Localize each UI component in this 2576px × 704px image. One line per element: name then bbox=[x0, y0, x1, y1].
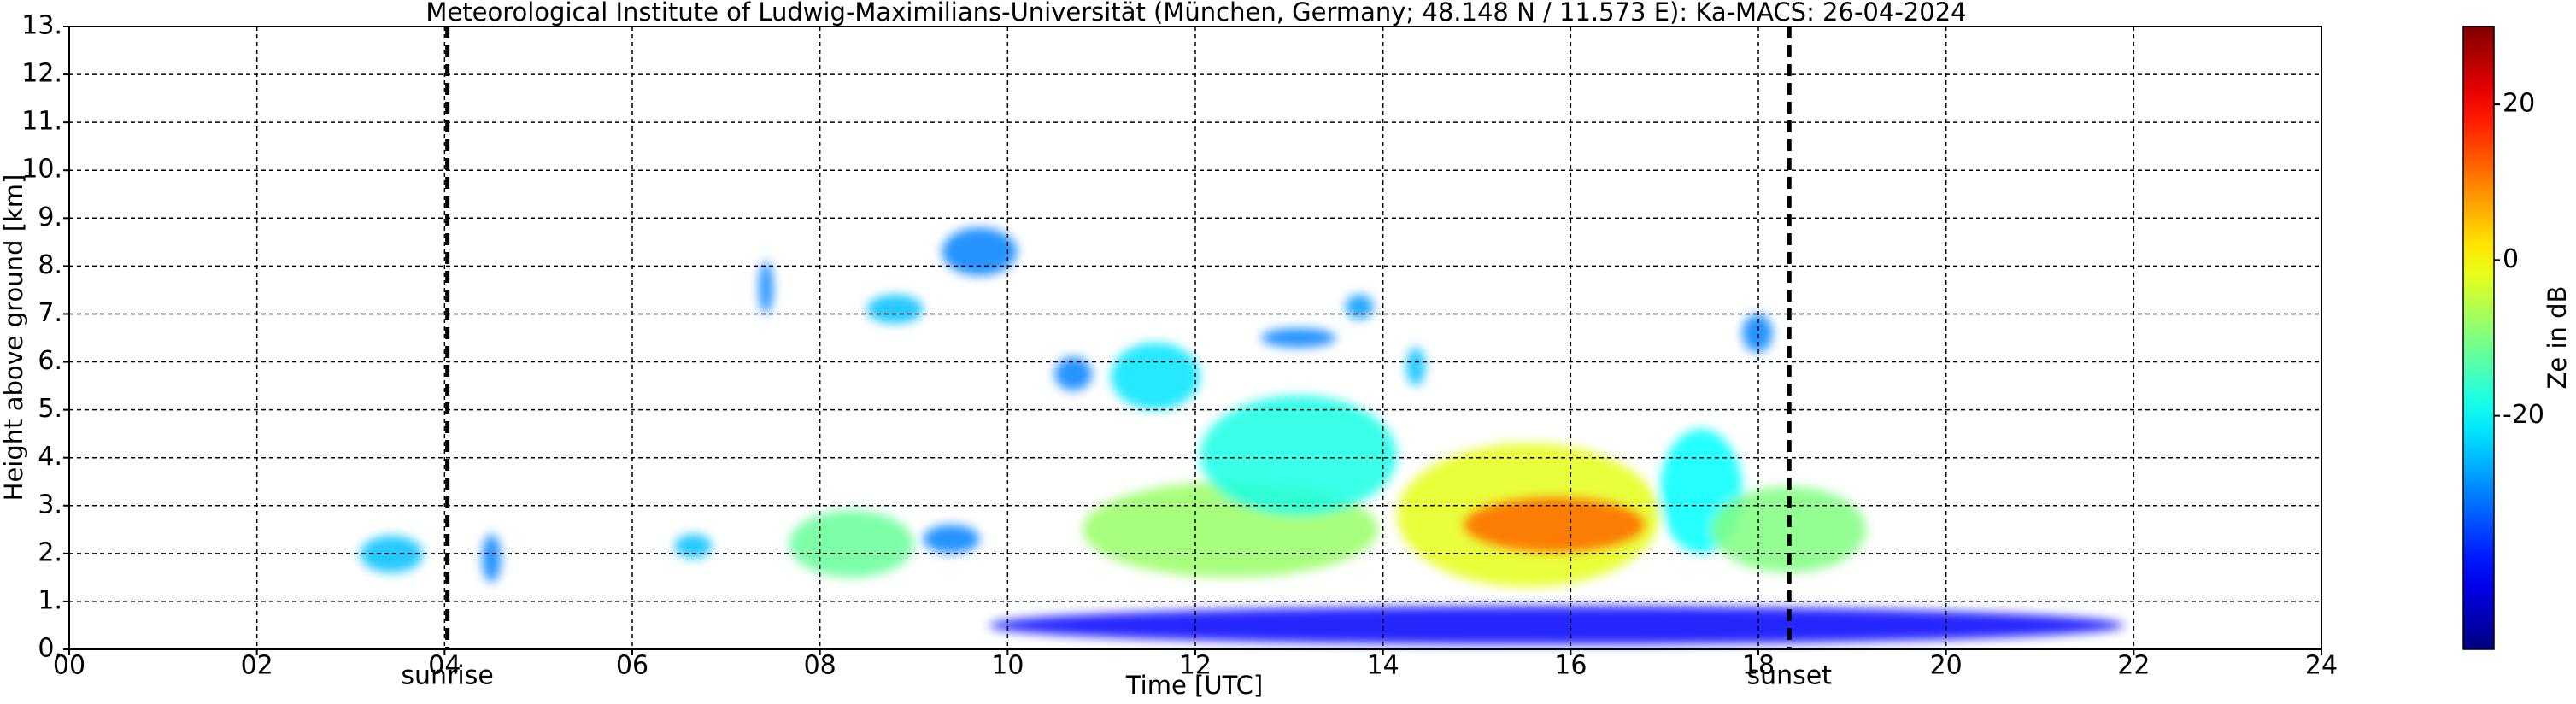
x-tick-label: 20 bbox=[1930, 651, 1963, 681]
x-tick-label: 02 bbox=[241, 651, 273, 681]
echo bbox=[1260, 328, 1336, 348]
colorbar-tick-label: 20 bbox=[2503, 89, 2535, 119]
y-tick-label: 4. bbox=[38, 442, 62, 472]
echo-layer bbox=[360, 227, 2125, 645]
echo bbox=[360, 536, 424, 573]
x-tick-label: 18 bbox=[1742, 651, 1775, 681]
annotation-label: sunrise bbox=[401, 661, 493, 691]
echo bbox=[789, 510, 914, 578]
colorbar-tick-label: 0 bbox=[2503, 244, 2519, 274]
x-tick-label: 12 bbox=[1179, 651, 1212, 681]
y-tick-label: 12. bbox=[21, 59, 62, 89]
echo bbox=[1054, 356, 1093, 391]
y-tick-label: 9. bbox=[38, 202, 62, 232]
colorbar bbox=[2462, 26, 2495, 650]
x-tick-label: 24 bbox=[2305, 651, 2338, 681]
echo bbox=[942, 227, 1018, 276]
echo bbox=[482, 534, 502, 583]
y-axis-label: Height above ground [km] bbox=[0, 174, 28, 502]
x-tick-label: 14 bbox=[1367, 651, 1399, 681]
plot-frame bbox=[68, 26, 2322, 650]
y-tick-label: 8. bbox=[38, 250, 62, 280]
echo bbox=[923, 525, 980, 554]
y-tick-label: 1. bbox=[38, 585, 62, 615]
colorbar-tick-label: -20 bbox=[2503, 400, 2544, 430]
y-tick-label: 10. bbox=[21, 155, 62, 185]
echo bbox=[1463, 496, 1646, 554]
colorbar-label: Ze in dB bbox=[2543, 286, 2572, 390]
x-tick-label: 04 bbox=[428, 651, 461, 681]
y-tick-label: 13. bbox=[21, 11, 62, 41]
x-tick-label: 00 bbox=[53, 651, 85, 681]
y-tick-label: 6. bbox=[38, 346, 62, 376]
y-tick-label: 3. bbox=[38, 490, 62, 519]
echo bbox=[866, 295, 924, 324]
echo bbox=[759, 261, 773, 314]
x-tick-label: 10 bbox=[991, 651, 1024, 681]
y-tick-label: 7. bbox=[38, 298, 62, 328]
x-tick-label: 16 bbox=[1554, 651, 1587, 681]
y-tick-label: 2. bbox=[38, 537, 62, 567]
echo bbox=[1200, 395, 1398, 515]
x-tick-label: 06 bbox=[616, 651, 648, 681]
echo bbox=[1111, 343, 1200, 410]
x-tick-label: 08 bbox=[804, 651, 836, 681]
echo bbox=[1345, 295, 1374, 320]
y-tick-label: 11. bbox=[21, 107, 62, 137]
chart-title: Meteorological Institute of Ludwig-Maxim… bbox=[425, 0, 1966, 26]
echo bbox=[674, 534, 713, 559]
y-tick-label: 0. bbox=[38, 634, 62, 664]
x-tick-label: 22 bbox=[2117, 651, 2150, 681]
y-tick-label: 5. bbox=[38, 394, 62, 424]
echo bbox=[989, 606, 2125, 645]
echo bbox=[1742, 314, 1773, 353]
echo bbox=[1711, 486, 1867, 573]
x-axis-label: Time [UTC] bbox=[1125, 671, 1263, 700]
echo bbox=[1406, 347, 1426, 386]
annotation-label: sunset bbox=[1746, 661, 1832, 691]
